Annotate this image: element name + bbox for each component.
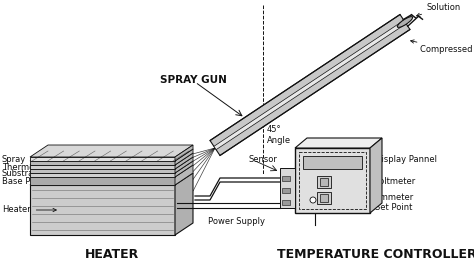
- Text: TEMPERATURE CONTROLLER: TEMPERATURE CONTROLLER: [277, 249, 474, 261]
- Polygon shape: [175, 149, 193, 165]
- Text: Thermocouple: Thermocouple: [2, 162, 63, 172]
- Polygon shape: [295, 148, 370, 213]
- FancyBboxPatch shape: [282, 176, 290, 181]
- Polygon shape: [175, 153, 193, 169]
- Polygon shape: [30, 149, 193, 161]
- Polygon shape: [30, 153, 193, 165]
- Polygon shape: [175, 165, 193, 185]
- Polygon shape: [210, 15, 410, 155]
- FancyBboxPatch shape: [317, 192, 331, 204]
- Text: HEATER: HEATER: [85, 249, 139, 261]
- Polygon shape: [175, 145, 193, 161]
- Text: Base Plate: Base Plate: [2, 178, 66, 186]
- Text: Heater: Heater: [2, 206, 56, 214]
- Text: 45°
Angle: 45° Angle: [267, 125, 291, 145]
- FancyBboxPatch shape: [317, 176, 331, 188]
- Polygon shape: [30, 185, 175, 235]
- Text: Power Supply: Power Supply: [209, 217, 265, 225]
- Polygon shape: [175, 173, 193, 235]
- Polygon shape: [30, 145, 193, 157]
- Polygon shape: [30, 161, 193, 173]
- Ellipse shape: [397, 17, 413, 27]
- Text: SPRAY GUN: SPRAY GUN: [160, 75, 227, 85]
- FancyBboxPatch shape: [320, 194, 328, 202]
- Polygon shape: [30, 169, 175, 173]
- FancyBboxPatch shape: [303, 156, 362, 169]
- Text: Set Point: Set Point: [371, 204, 412, 213]
- Polygon shape: [30, 161, 175, 165]
- Polygon shape: [214, 20, 406, 150]
- FancyBboxPatch shape: [320, 178, 328, 186]
- Text: Voltmeter: Voltmeter: [371, 178, 416, 186]
- Polygon shape: [370, 138, 382, 213]
- Polygon shape: [30, 177, 175, 185]
- Text: Display Pannel: Display Pannel: [371, 155, 437, 165]
- Polygon shape: [175, 161, 193, 177]
- Polygon shape: [280, 168, 295, 208]
- Text: Solution: Solution: [417, 2, 461, 16]
- FancyBboxPatch shape: [282, 200, 290, 205]
- Text: Sensor: Sensor: [248, 155, 277, 165]
- Text: Compressed Air: Compressed Air: [410, 40, 474, 55]
- Polygon shape: [30, 157, 175, 161]
- Circle shape: [310, 197, 316, 203]
- Text: Substrates: Substrates: [2, 168, 56, 178]
- Polygon shape: [30, 165, 193, 177]
- Polygon shape: [30, 157, 193, 169]
- Text: Ammeter: Ammeter: [371, 193, 414, 203]
- Polygon shape: [30, 173, 193, 185]
- Polygon shape: [175, 157, 193, 173]
- Polygon shape: [30, 165, 175, 169]
- Polygon shape: [30, 173, 175, 177]
- Polygon shape: [295, 138, 382, 148]
- Text: Spray: Spray: [2, 154, 46, 164]
- FancyBboxPatch shape: [282, 188, 290, 193]
